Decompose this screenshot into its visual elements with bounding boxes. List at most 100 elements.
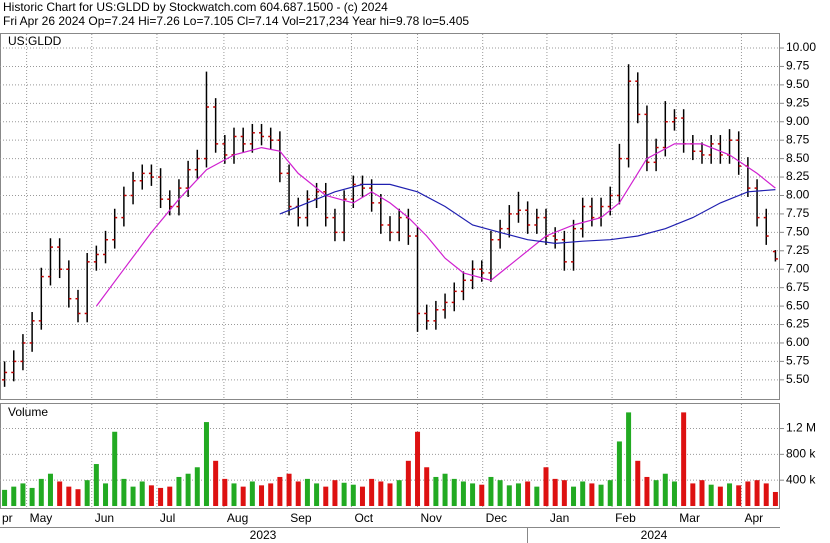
volume-bar (424, 467, 430, 506)
volume-bar (415, 431, 421, 506)
volume-bar (2, 489, 8, 506)
volume-bar (268, 483, 274, 506)
volume-bar (158, 487, 164, 506)
volume-bar (323, 486, 329, 506)
volume-bar (690, 483, 696, 506)
volume-bar (653, 480, 659, 506)
year-label: 2024 (641, 528, 668, 542)
volume-bar (378, 481, 384, 506)
y-tick-label: 6.00 (786, 335, 810, 349)
volume-bar (598, 484, 604, 506)
x-tick-label: Jun (95, 511, 114, 525)
volume-bar (185, 473, 191, 506)
volume-panel (0, 403, 780, 509)
volume-bar (607, 480, 613, 506)
y-tick-label: 9.75 (786, 59, 810, 73)
volume-bar (277, 476, 283, 506)
volume-bar (497, 480, 503, 506)
volume-tick-label: 400 k (786, 472, 816, 486)
volume-bar (213, 460, 219, 506)
x-tick-label: Sep (290, 511, 312, 525)
volume-bar (662, 473, 668, 506)
moving-average (279, 183, 776, 245)
volume-bar (231, 483, 237, 506)
volume-bar (671, 481, 677, 506)
volume-bar (121, 478, 127, 506)
volume-bar (341, 482, 347, 506)
y-tick-label: 9.25 (786, 95, 810, 109)
y-tick-label: 7.25 (786, 243, 810, 257)
volume-bar (727, 483, 733, 506)
volume-tick-label: 800 k (786, 447, 816, 461)
volume-bar (75, 489, 81, 506)
x-tick-label: Jul (160, 511, 175, 525)
y-tick-label: 7.75 (786, 206, 810, 220)
volume-bar (561, 480, 567, 506)
y-tick-label: 8.50 (786, 151, 810, 165)
volume-bar (194, 467, 200, 506)
volume-bar (626, 412, 632, 506)
volume-bar (240, 486, 246, 506)
volume-bar (176, 476, 182, 506)
y-tick-label: 8.25 (786, 169, 810, 183)
volume-bar (470, 483, 476, 506)
volume-bar (616, 441, 622, 506)
x-tick-label: Aug (227, 511, 248, 525)
volume-bar (259, 485, 265, 506)
volume-bar (488, 476, 494, 506)
volume-bar (148, 485, 154, 506)
x-tick-label: pr (2, 511, 13, 525)
volume-bar (681, 412, 687, 506)
y-tick-label: 6.25 (786, 317, 810, 331)
symbol-label: US:GLDD (8, 34, 62, 48)
volume-bar (433, 476, 439, 506)
volume-bar (635, 460, 641, 506)
x-tick-label: Apr (744, 511, 763, 525)
y-tick-label: 9.50 (786, 77, 810, 91)
volume-bar (139, 481, 145, 506)
volume-bar (552, 478, 558, 506)
volume-bar (405, 460, 411, 506)
volume-bar (525, 481, 531, 506)
volume-bar (93, 464, 99, 506)
volume-label: Volume (8, 405, 48, 419)
moving-average (95, 143, 776, 307)
y-tick-label: 8.75 (786, 132, 810, 146)
y-tick-label: 6.75 (786, 280, 810, 294)
x-tick-label: Oct (354, 511, 373, 525)
volume-bar (506, 485, 512, 506)
volume-bar (304, 478, 310, 506)
price-panel (0, 33, 780, 400)
volume-bar (286, 473, 292, 506)
volume-bar (387, 483, 393, 506)
volume-bar (130, 486, 136, 506)
volume-bar (84, 480, 90, 506)
y-tick-label: 6.50 (786, 298, 810, 312)
volume-bar (745, 481, 751, 506)
volume-bar (369, 478, 375, 506)
volume-bar (699, 480, 705, 506)
volume-bar (167, 486, 173, 506)
volume-bar (66, 486, 72, 506)
volume-bar (580, 481, 586, 506)
year-label: 2023 (250, 528, 277, 542)
volume-bar (479, 484, 485, 506)
chart-title: Historic Chart for US:GLDD by Stockwatch… (3, 0, 388, 14)
volume-bar (534, 486, 540, 506)
volume-bar (736, 485, 742, 506)
volume-bar (249, 481, 255, 506)
volume-bar (332, 480, 338, 506)
y-tick-label: 8.00 (786, 188, 810, 202)
volume-bar (451, 478, 457, 506)
x-tick-label: Feb (615, 511, 636, 525)
volume-bar (708, 484, 714, 506)
y-tick-label: 7.00 (786, 261, 810, 275)
volume-bar (763, 483, 769, 506)
chart-subtitle: Fri Apr 26 2024 Op=7.24 Hi=7.26 Lo=7.105… (3, 14, 469, 28)
x-tick-label: Jan (550, 511, 569, 525)
volume-bar (112, 431, 118, 506)
volume-bar (589, 483, 595, 506)
volume-bar (754, 480, 760, 506)
